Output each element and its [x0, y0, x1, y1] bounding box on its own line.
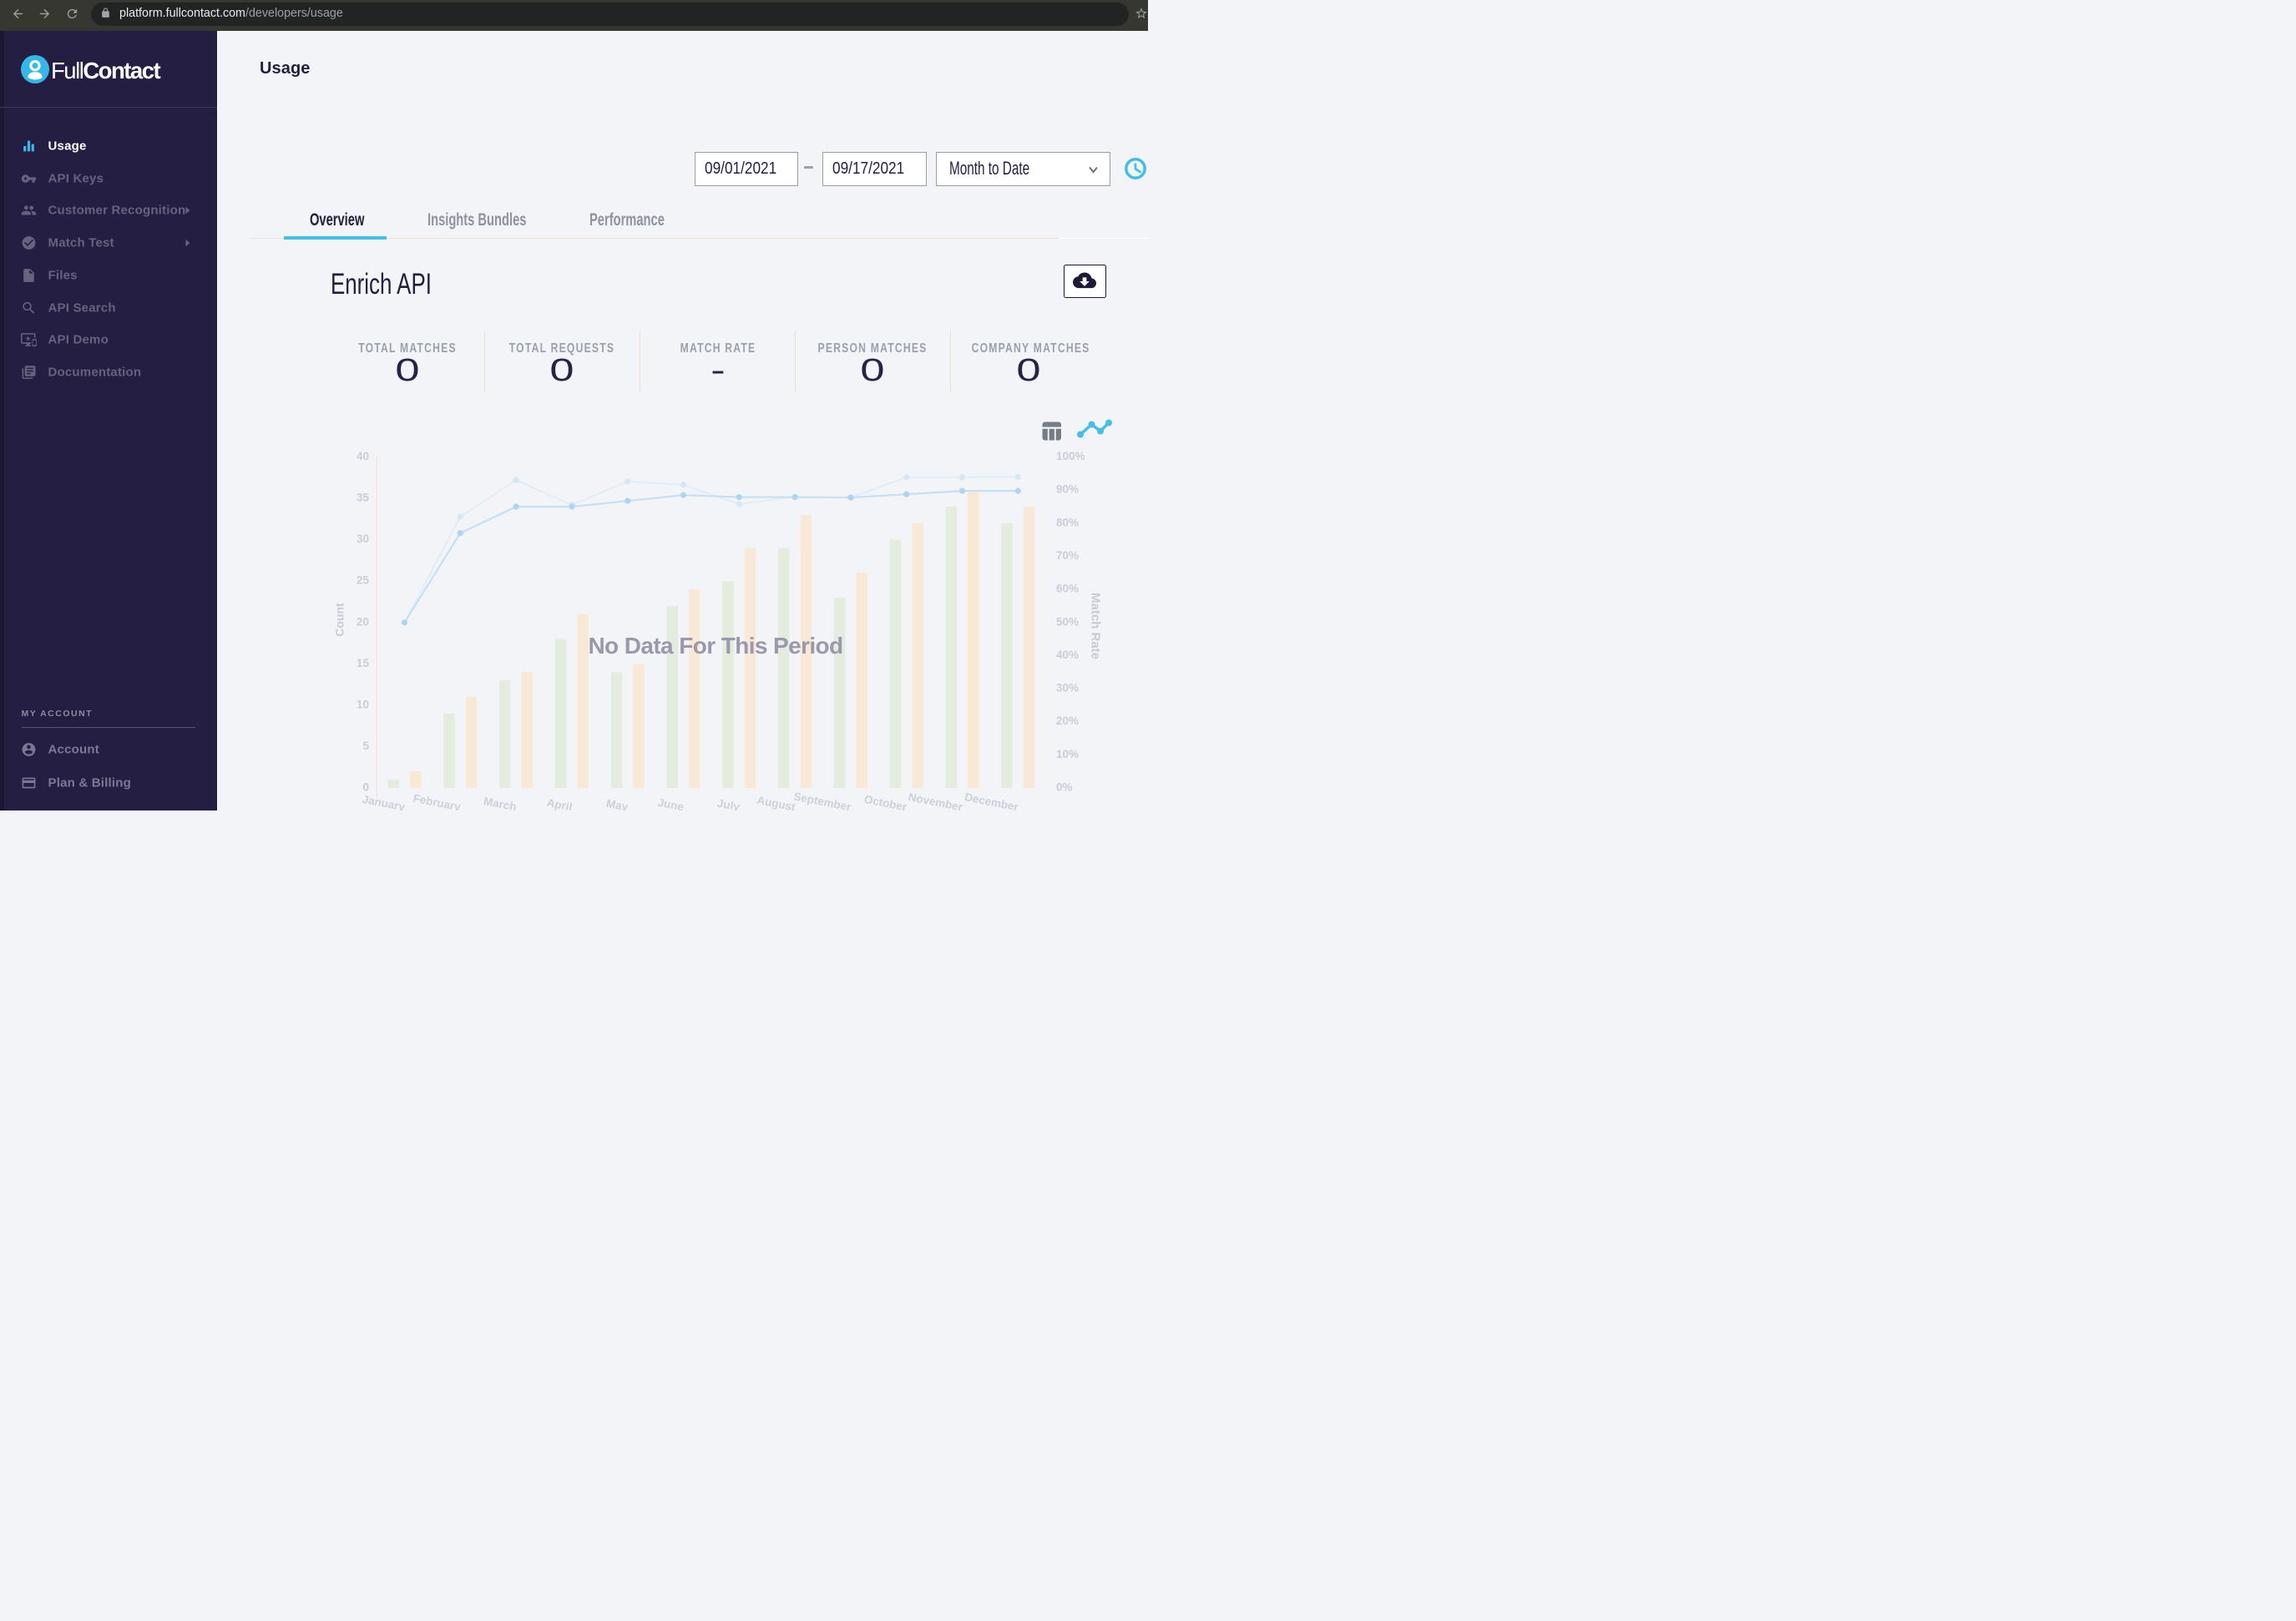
svg-text:15: 15	[357, 657, 370, 669]
svg-text:80%: 80%	[1056, 516, 1079, 528]
svg-text:August: August	[756, 794, 797, 810]
svg-text:July: July	[716, 797, 741, 810]
svg-text:5: 5	[362, 740, 369, 752]
svg-text:90%: 90%	[1056, 483, 1079, 496]
svg-text:0%: 0%	[1056, 781, 1073, 794]
svg-text:November: November	[908, 790, 964, 810]
svg-text:35: 35	[357, 492, 370, 504]
svg-text:30%: 30%	[1056, 682, 1079, 694]
svg-text:February: February	[412, 792, 463, 810]
svg-text:70%: 70%	[1056, 549, 1079, 562]
svg-text:40%: 40%	[1056, 649, 1079, 661]
svg-text:10%: 10%	[1056, 748, 1079, 760]
svg-text:50%: 50%	[1056, 615, 1079, 628]
svg-text:March: March	[483, 795, 518, 810]
svg-text:60%: 60%	[1056, 583, 1079, 595]
svg-text:April: April	[546, 796, 574, 810]
svg-text:100%: 100%	[1056, 450, 1085, 462]
svg-text:June: June	[656, 796, 685, 810]
svg-text:10: 10	[357, 698, 369, 710]
svg-text:December: December	[963, 790, 1020, 810]
svg-text:January: January	[362, 793, 407, 810]
svg-text:20%: 20%	[1056, 715, 1079, 727]
svg-text:20: 20	[357, 615, 369, 628]
svg-text:40: 40	[357, 450, 369, 462]
svg-text:May: May	[605, 797, 630, 810]
svg-text:25: 25	[357, 574, 370, 587]
svg-text:October: October	[863, 793, 908, 810]
svg-text:Count: Count	[333, 603, 346, 637]
svg-text:30: 30	[357, 533, 369, 545]
svg-text:0: 0	[362, 781, 369, 794]
svg-text:Match Rate: Match Rate	[1089, 593, 1103, 659]
svg-text:September: September	[792, 790, 852, 810]
